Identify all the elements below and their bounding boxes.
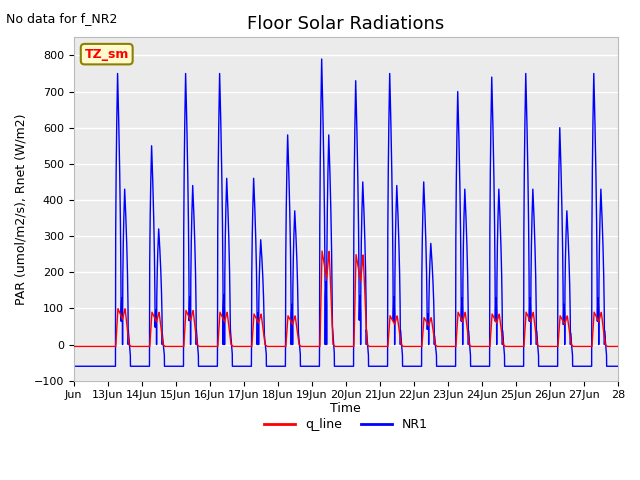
NR1 <box>495 189 503 194</box>
X-axis label: Time: Time <box>330 402 361 415</box>
NR1 <box>70 363 77 369</box>
q_line <box>182 309 190 314</box>
NR1 <box>395 245 403 251</box>
q_line <box>495 312 503 318</box>
q_line <box>522 316 529 322</box>
NR1 <box>318 56 326 62</box>
NR1 <box>614 363 621 369</box>
q_line <box>70 344 77 349</box>
q_line <box>614 344 621 349</box>
q_line <box>536 344 543 349</box>
Legend: q_line, NR1: q_line, NR1 <box>259 413 433 436</box>
Text: TZ_sm: TZ_sm <box>84 48 129 60</box>
q_line <box>395 326 403 332</box>
Title: Floor Solar Radiations: Floor Solar Radiations <box>247 15 444 33</box>
Line: NR1: NR1 <box>74 59 618 366</box>
NR1 <box>366 363 374 369</box>
Text: No data for f_NR2: No data for f_NR2 <box>6 12 118 25</box>
NR1 <box>522 77 529 83</box>
Line: q_line: q_line <box>74 251 618 347</box>
Y-axis label: PAR (umol/m2/s), Rnet (W/m2): PAR (umol/m2/s), Rnet (W/m2) <box>15 113 28 305</box>
q_line <box>318 248 326 254</box>
NR1 <box>182 104 190 110</box>
q_line <box>366 344 374 349</box>
NR1 <box>536 363 543 369</box>
